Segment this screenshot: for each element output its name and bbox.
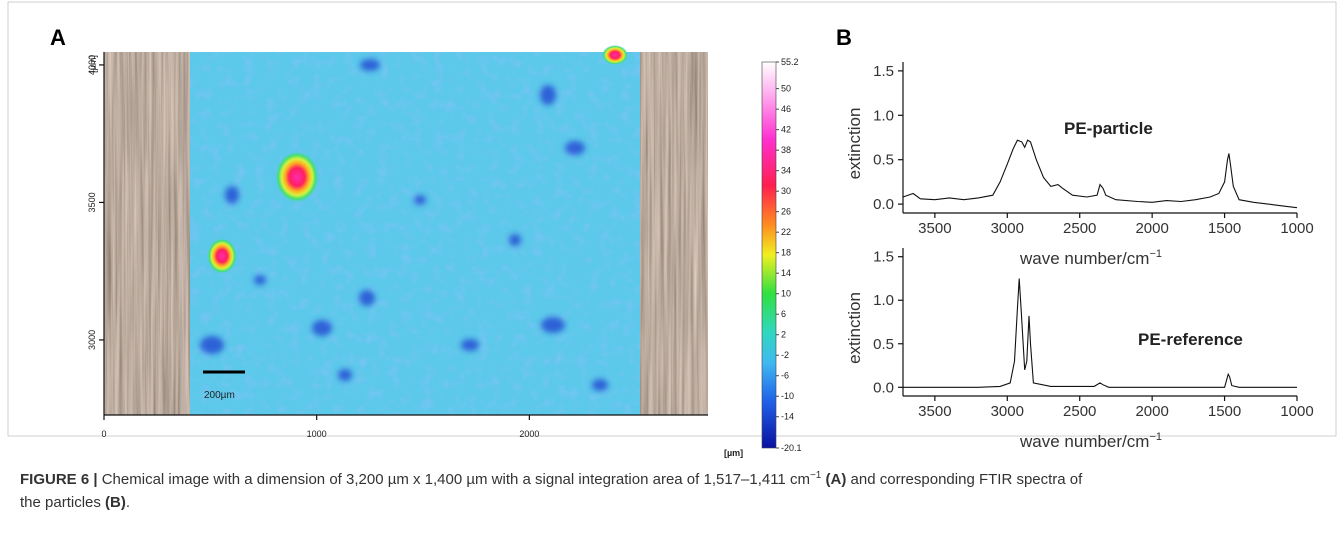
y-tick-label: 1.0 [873, 292, 894, 309]
x-tick-label: 1000 [307, 429, 327, 439]
colorbar-tick-label: -2 [781, 350, 789, 360]
x-tick-label: 1500 [1208, 403, 1241, 420]
chemical-image [104, 45, 708, 415]
spectrum-line [902, 139, 1298, 209]
y-tick-label: 0.0 [873, 379, 894, 396]
y-axis-label: extinction [845, 292, 864, 364]
colorbar-tick-label: 6 [781, 309, 786, 319]
y-unit: [µm] [88, 55, 98, 73]
panel-label: B [836, 25, 852, 50]
caption-part: (A) [826, 471, 847, 488]
colorbar-tick-label: 10 [781, 289, 791, 299]
annotation: PE-particle [1064, 119, 1153, 138]
colorbar-tick-label: 34 [781, 166, 791, 176]
x-tick-label: 2000 [1135, 403, 1168, 420]
figure-frame [7, 1, 1337, 437]
x-tick-label: 0 [101, 429, 106, 439]
y-tick-label: 0.5 [873, 152, 894, 169]
x-tick-label: 1500 [1208, 220, 1241, 237]
colorbar-tick-label: 2 [781, 330, 786, 340]
colorbar-tick-label: 46 [781, 104, 791, 114]
scale-bar-label: 200µm [204, 390, 235, 401]
colorbar-tick-label: 50 [781, 84, 791, 94]
caption-part: (B) [105, 494, 126, 511]
colorbar [761, 61, 777, 449]
y-tick-label: 1.0 [873, 107, 894, 124]
y-tick-label: 1.5 [873, 63, 894, 80]
y-tick-label: 0.0 [873, 196, 894, 213]
y-tick-label: 0.5 [873, 336, 894, 353]
x-tick-label: 2500 [1063, 220, 1096, 237]
caption-part: and corresponding FTIR spectra of [851, 471, 1084, 488]
panel-label: A [50, 25, 66, 50]
y-tick-label: 4000 [87, 55, 97, 75]
x-unit: [µm] [724, 448, 743, 458]
y-tick-label: 1.5 [873, 249, 894, 266]
x-tick-label: 3000 [991, 403, 1024, 420]
caption-line: FIGURE 6 | Chemical image with a dimensi… [20, 470, 1083, 488]
caption-part: the particles [20, 494, 101, 511]
colorbar-tick-label: -14 [781, 412, 794, 422]
colorbar-tick-label: -10 [781, 391, 794, 401]
y-tick-label: 3000 [87, 330, 97, 350]
caption-part: . [126, 494, 130, 511]
colorbar-tick-label: 55.2 [781, 57, 799, 67]
x-tick-label: 3000 [991, 220, 1024, 237]
y-tick-label: 3500 [87, 192, 97, 212]
colorbar-tick-label: 26 [781, 207, 791, 217]
x-tick-label: 3500 [918, 403, 951, 420]
colorbar-tick-label: -6 [781, 371, 789, 381]
x-axis-label: wave number/cm−1 [1019, 431, 1162, 451]
x-tick-label: 2000 [519, 429, 539, 439]
x-axis-label: wave number/cm−1 [1019, 248, 1162, 268]
annotation: PE-reference [1138, 330, 1243, 349]
colorbar-tick-label: 14 [781, 268, 791, 278]
x-tick-label: 2500 [1063, 403, 1096, 420]
caption-line: the particles (B). [20, 494, 130, 511]
colorbar-tick-label: 42 [781, 125, 791, 135]
x-axis-label-text: wave number/cm [1019, 432, 1149, 451]
colorbar-tick-label: -20.1 [781, 443, 802, 453]
x-tick-label: 1000 [1280, 403, 1313, 420]
caption-part: FIGURE 6 | [20, 471, 98, 488]
x-axis-label-sup: −1 [1149, 431, 1162, 443]
x-axis-label-sup: −1 [1149, 248, 1162, 260]
caption-part: Chemical image with a dimension of 3,200… [102, 471, 810, 488]
spectrum-line [903, 278, 1297, 388]
x-tick-label: 3500 [918, 220, 951, 237]
x-tick-label: 1000 [1280, 220, 1313, 237]
colorbar-tick-label: 30 [781, 186, 791, 196]
x-axis-label-text: wave number/cm [1019, 249, 1149, 268]
colorbar-tick-label: 18 [781, 248, 791, 258]
x-tick-label: 2000 [1135, 220, 1168, 237]
colorbar-tick-label: 38 [781, 145, 791, 155]
y-axis-label: extinction [845, 108, 864, 180]
colorbar-tick-label: 22 [781, 227, 791, 237]
caption-part: −1 [810, 470, 822, 481]
